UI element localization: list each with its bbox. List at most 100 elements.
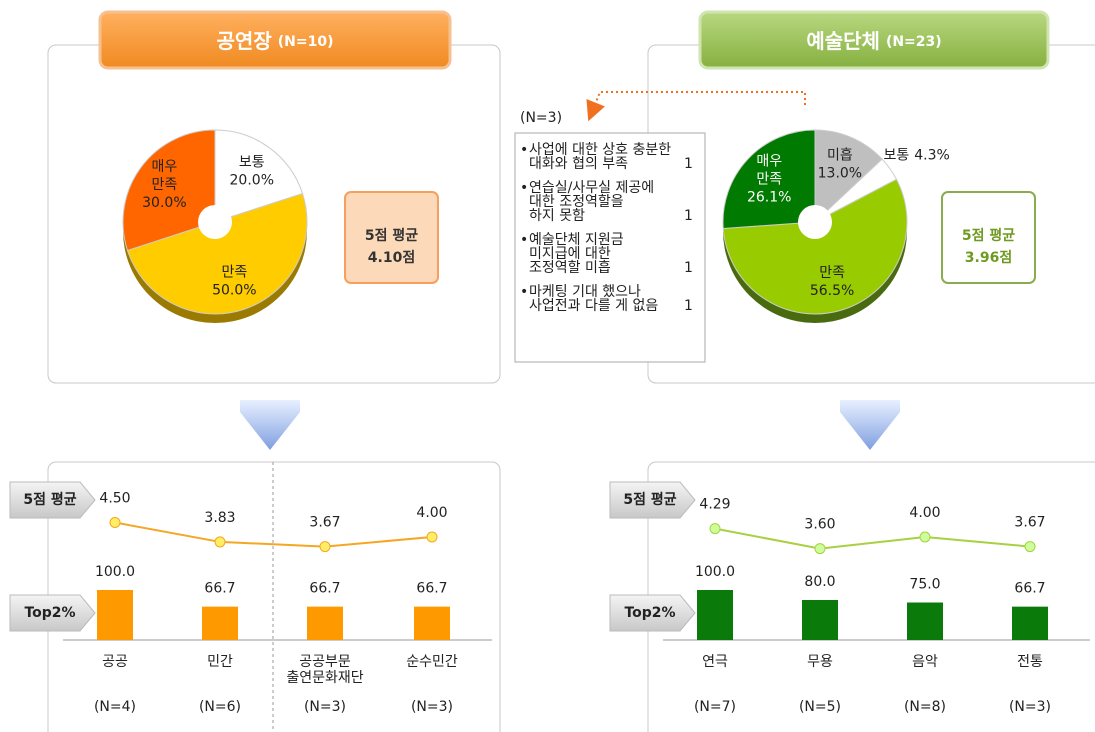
slice-name: 만족 — [819, 265, 845, 281]
down-arrow — [840, 400, 900, 450]
average-text: 4.10점 — [368, 249, 415, 266]
category-label: 민간 — [207, 654, 233, 670]
note-line: 마케팅 기대 했으나 — [529, 284, 641, 300]
note-count: 1 — [684, 260, 693, 276]
slice-name: 매우 — [756, 153, 782, 169]
value-label: 3.67 — [1014, 515, 1045, 531]
average-text: 5점 평균 — [962, 227, 1015, 244]
pie-slice — [814, 129, 883, 224]
note-arrow — [586, 91, 806, 122]
title: 예술단체 — [806, 29, 880, 53]
series-tag — [609, 481, 696, 519]
bullet: • — [520, 180, 528, 196]
note-count: 1 — [684, 208, 693, 224]
value-label: 3.67 — [309, 515, 340, 531]
slice-name: 보통 — [883, 148, 909, 164]
average-box — [344, 191, 439, 284]
bar — [307, 606, 343, 640]
slice-value: 13.0% — [818, 166, 862, 182]
series-tag — [609, 594, 696, 632]
line-marker — [214, 536, 226, 548]
value-label: 80.0 — [804, 574, 835, 590]
pie-slice — [122, 129, 216, 252]
bar — [907, 602, 943, 640]
series-tag — [9, 594, 96, 632]
panel-title: 공연장 (N=10) — [217, 29, 334, 53]
note-line: 조정역할 미흡 — [529, 260, 611, 276]
line-marker — [814, 543, 826, 555]
series-name: Top2% — [624, 605, 675, 621]
note-count: 1 — [684, 298, 693, 314]
pie-hole — [198, 205, 232, 239]
bar — [802, 600, 838, 640]
series-name: 5점 평균 — [23, 491, 76, 508]
value-label: 66.7 — [1014, 581, 1045, 597]
title: 공연장 — [217, 29, 273, 53]
sample-size: (N=3) — [304, 699, 346, 715]
slice-name: 매우 — [152, 159, 178, 175]
value-label: 3.83 — [204, 510, 235, 526]
note-line: 예술단체 지원금 — [529, 232, 624, 248]
note-line: 하지 못함 — [529, 208, 585, 224]
bullet: • — [520, 284, 528, 300]
note-box — [514, 132, 706, 363]
line-marker — [919, 531, 931, 543]
sample-size: (N=3) — [411, 699, 453, 715]
pie-slice — [722, 129, 816, 230]
slice-name: 만족 — [756, 171, 782, 187]
category-label: 공공부문 — [299, 654, 351, 670]
average-box — [941, 191, 1036, 284]
slice-value: 56.5% — [810, 283, 854, 299]
value-label: 4.50 — [99, 491, 130, 507]
bullet: • — [520, 142, 528, 158]
bar — [1012, 606, 1048, 640]
line — [114, 521, 433, 548]
slice-label: 보통 4.3% — [883, 148, 949, 164]
value-label: 75.0 — [909, 577, 940, 593]
note-line: 사업전과 다를 게 없음 — [529, 298, 658, 314]
series-tag — [9, 481, 96, 519]
slice-name: 만족 — [152, 177, 178, 193]
subtitle: (N=10) — [278, 34, 334, 50]
line-marker — [319, 541, 331, 553]
line-marker — [109, 517, 121, 528]
line-marker — [709, 523, 721, 535]
slice-value: 30.0% — [142, 195, 186, 211]
pie-hole — [798, 205, 832, 239]
line — [714, 527, 1031, 550]
pie-slice — [722, 178, 908, 315]
line-marker — [426, 531, 438, 543]
pie-slice — [214, 129, 304, 223]
category-label: 공공 — [102, 654, 128, 670]
sample-size: (N=4) — [94, 699, 136, 715]
slice-value: 4.3% — [914, 148, 950, 164]
bullet: • — [520, 232, 528, 248]
value-label: 100.0 — [695, 564, 735, 580]
series-name: 5점 평균 — [623, 491, 676, 508]
value-label: 4.29 — [699, 497, 730, 513]
value-label: 4.00 — [909, 505, 940, 521]
slice-value: 20.0% — [230, 172, 274, 188]
category-label: 출연문화재단 — [286, 670, 363, 686]
subtitle: (N=23) — [886, 34, 942, 50]
value-label: 100.0 — [95, 564, 135, 580]
category-label: 순수민간 — [406, 654, 458, 670]
value-label: 66.7 — [309, 581, 340, 597]
title-button — [698, 10, 1050, 70]
note-line: 연습실/사무실 제공에 — [529, 180, 654, 196]
slice-name: 만족 — [221, 264, 247, 280]
bar — [202, 606, 238, 640]
note-count: 1 — [684, 156, 693, 172]
bar — [697, 590, 733, 640]
note-line: 대한 조정역할을 — [529, 194, 624, 210]
bar — [414, 606, 450, 640]
bar — [97, 590, 133, 640]
series-name: Top2% — [24, 605, 75, 621]
value-label: 66.7 — [416, 581, 447, 597]
category-label: 무용 — [807, 654, 833, 670]
pie-slice — [126, 192, 308, 315]
slice-value: 26.1% — [747, 189, 791, 205]
sample-size: (N=3) — [1009, 699, 1051, 715]
title-button — [98, 10, 452, 70]
